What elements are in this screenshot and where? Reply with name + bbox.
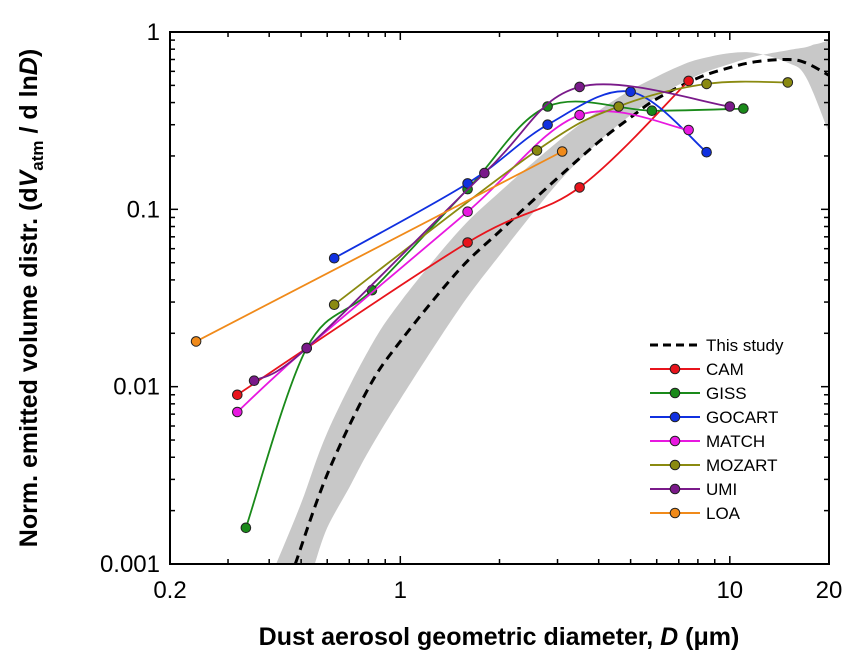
data-point-loa <box>190 336 202 347</box>
data-point-cam <box>574 182 585 193</box>
x-tick-label: 0.2 <box>153 577 186 604</box>
data-point-giss <box>240 522 252 534</box>
data-point-match <box>462 206 473 217</box>
legend-marker <box>669 459 681 471</box>
legend-item-loa: LOA <box>650 504 741 523</box>
data-point-cam <box>462 237 473 248</box>
data-point-umi <box>479 167 490 179</box>
data-point-loa <box>556 146 568 157</box>
x-tick-label: 10 <box>716 577 743 604</box>
legend-item-gocart: GOCART <box>650 408 778 427</box>
series-line-cam <box>236 80 690 396</box>
data-point-mozart <box>782 77 794 88</box>
legend-item-giss: GISS <box>650 384 747 403</box>
data-point-cam <box>683 75 694 87</box>
data-point-mozart <box>613 101 625 112</box>
legend-marker <box>669 507 681 519</box>
axis-ticks <box>169 32 830 565</box>
data-point-giss <box>542 101 553 112</box>
legend-item-umi: UMI <box>650 480 737 499</box>
x-tick-label: 1 <box>394 577 407 604</box>
data-point-match <box>574 109 585 121</box>
legend-label: This study <box>706 336 784 355</box>
data-point-umi <box>574 81 585 93</box>
legend-item-match: MATCH <box>650 432 765 451</box>
legend-marker <box>669 387 681 399</box>
data-point-mozart <box>328 299 340 311</box>
legend: This study CAM GISS GOCART MATCH MOZART UMI LOA <box>650 336 784 523</box>
data-point-umi <box>724 101 736 112</box>
legend-marker <box>669 483 681 495</box>
data-point-giss <box>738 103 749 114</box>
x-tick-label: 20 <box>816 577 843 604</box>
data-point-gocart <box>542 119 553 130</box>
data-point-cam <box>232 389 243 401</box>
data-point-gocart <box>328 252 340 264</box>
y-tick-label: 1 <box>147 19 160 46</box>
y-axis-title: Norm. emitted volume distr. (dVatm / d l… <box>15 49 47 547</box>
legend-marker <box>669 435 681 447</box>
data-point-mozart <box>531 145 543 156</box>
data-point-umi <box>248 375 260 387</box>
data-point-gocart <box>625 86 636 98</box>
legend-item-cam: CAM <box>650 360 744 379</box>
legend-label: CAM <box>706 360 744 379</box>
legend-label: GOCART <box>706 408 778 427</box>
data-point-giss <box>646 105 658 116</box>
this-study-curve <box>293 57 829 564</box>
legend-label: GISS <box>706 384 747 403</box>
x-axis-title: Dust aerosol geometric diameter, D (μm) <box>259 623 740 651</box>
legend-label: MATCH <box>706 432 765 451</box>
legend-label: UMI <box>706 480 737 499</box>
data-point-gocart <box>462 178 473 189</box>
legend-item-this-study: This study <box>650 336 784 355</box>
legend-label: MOZART <box>706 456 777 475</box>
data-point-gocart <box>701 146 712 158</box>
y-tick-label: 0.001 <box>100 551 160 578</box>
series-line-mozart <box>333 80 788 306</box>
data-point-mozart <box>701 78 712 90</box>
y-tick-label: 0.1 <box>127 196 160 223</box>
data-point-umi <box>301 342 313 354</box>
axis-tick-labels: 0.2 1 10 20 0.001 0.01 0.1 1 <box>100 19 842 604</box>
y-tick-label: 0.01 <box>113 374 160 401</box>
series-line-loa <box>195 150 563 343</box>
legend-label: LOA <box>706 504 741 523</box>
legend-marker <box>669 363 681 375</box>
uncertainty-band <box>276 40 829 564</box>
data-point-match <box>683 124 694 136</box>
plot-area <box>190 40 829 564</box>
legend-marker <box>669 411 681 423</box>
data-point-match <box>232 406 243 418</box>
legend-item-mozart: MOZART <box>650 456 777 475</box>
